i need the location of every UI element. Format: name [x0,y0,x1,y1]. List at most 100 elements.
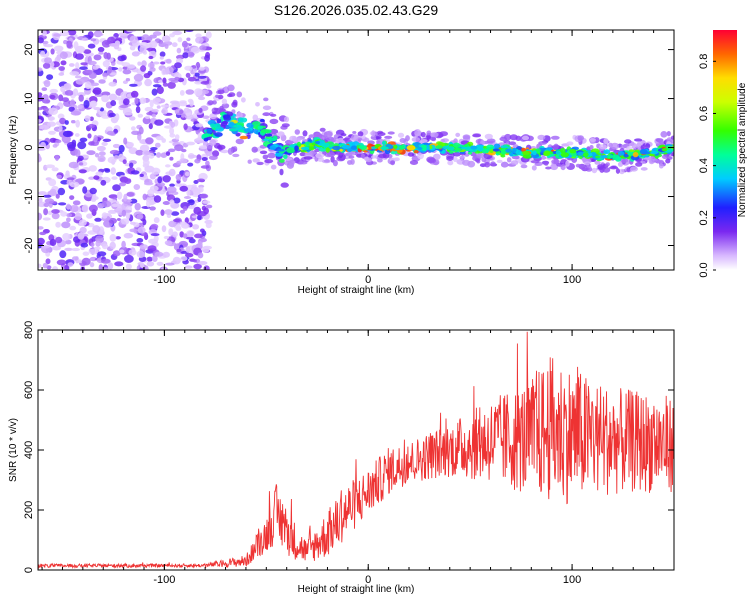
heatmap-cell [180,202,190,209]
heatmap-cell [80,62,88,66]
heatmap-cell [545,166,552,170]
heatmap-cell [203,137,209,142]
heatmap-cell [237,129,246,133]
colorbar-axis: 0.0 0.2 0.4 0.6 0.8 [698,54,716,278]
heatmap-cell [129,35,138,44]
heatmap-cell [197,75,207,79]
heatmap-cell [235,138,244,145]
heatmap-cell [123,193,128,202]
heatmap-cell [177,37,183,43]
heatmap-cell [203,265,210,270]
heatmap-cell [169,199,175,205]
heatmap-cell [430,136,436,141]
heatmap-cell [68,63,75,67]
heatmap-cell [204,54,211,62]
heatmap-cell [88,176,95,180]
heatmap-cell [146,256,153,262]
heatmap-cell [151,88,158,96]
heatmap-cell [602,167,611,173]
heatmap-cell [58,125,63,132]
heatmap-cell [131,51,140,57]
heatmap-cell [365,157,373,163]
heatmap-cell [197,241,203,248]
heatmap-cell [555,150,562,155]
heatmap-cell [61,97,69,102]
heatmap-cell [665,158,671,164]
heatmap-cell [129,83,138,87]
heatmap-cell [122,80,128,84]
heatmap-cell [192,259,197,263]
heatmap-cell [200,80,210,85]
heatmap-cell [188,154,198,158]
heatmap-cell [484,133,493,140]
heatmap-cell [214,123,221,129]
heatmap-cell [103,52,109,59]
heatmap-cell [135,149,144,156]
heatmap-cell [252,158,260,163]
heatmap-cell [553,158,559,165]
y-tick-label: -10 [23,189,35,205]
heatmap-cell [57,113,65,120]
heatmap-cell [146,261,155,267]
heatmap-cell [93,107,101,111]
heatmap-cell [232,146,238,152]
heatmap-cell [110,100,117,107]
heatmap-cell [138,126,144,135]
heatmap-cell [143,182,154,186]
heatmap-cell [74,133,80,137]
heatmap-cell [198,96,206,101]
heatmap-cell [537,134,546,141]
heatmap-cell [89,82,100,87]
heatmap-cell [420,139,428,143]
heatmap-cell [179,109,184,115]
heatmap-cell [42,262,48,269]
heatmap-cell [97,251,107,257]
heatmap-cell [371,155,377,159]
heatmap-cell [116,218,121,221]
heatmap-cell [101,141,108,146]
heatmap-cell [197,211,207,217]
heatmap-cell [280,182,289,188]
heatmap-cell [470,145,478,150]
heatmap-cell [511,155,520,160]
heatmap-cell [148,55,154,60]
heatmap-cell [559,147,566,154]
heatmap-cell [87,43,96,49]
heatmap-cell [107,262,114,270]
heatmap-cell [199,45,207,51]
heatmap-cell [75,149,81,158]
heatmap-cell [658,139,664,144]
heatmap-cell [212,150,220,158]
heatmap-cell [154,119,164,126]
heatmap-cell [397,132,405,138]
heatmap-cell [95,240,101,247]
heatmap-cell [544,162,549,166]
heatmap-cell [38,67,43,72]
heatmap-cell [270,164,277,170]
heatmap-cell [38,154,41,162]
heatmap-cell [49,94,56,100]
heatmap-cell [615,168,621,174]
heatmap-cell [97,46,105,53]
heatmap-cell [93,54,102,61]
heatmap-cell [197,196,202,202]
heatmap-cell [117,55,126,62]
heatmap-cell [61,221,71,229]
heatmap-cell [89,187,97,195]
heatmap-cell [75,53,84,60]
heatmap-cell [409,160,419,165]
colorbar-tick-label: 0.4 [698,158,710,173]
heatmap-cell [639,148,648,155]
heatmap-cell [170,121,176,128]
heatmap-cell [202,115,210,119]
heatmap-cell [661,148,668,152]
heatmap-cell [168,148,176,153]
x-tick-label: 100 [563,574,581,586]
heatmap-cell [467,151,473,155]
heatmap-cell [262,112,271,117]
heatmap-cell [472,133,481,138]
chart-title: S126.2026.035.02.43.G29 [274,2,438,18]
heatmap-cell [461,146,467,150]
heatmap-cell [49,238,57,247]
heatmap-cell [352,141,360,147]
